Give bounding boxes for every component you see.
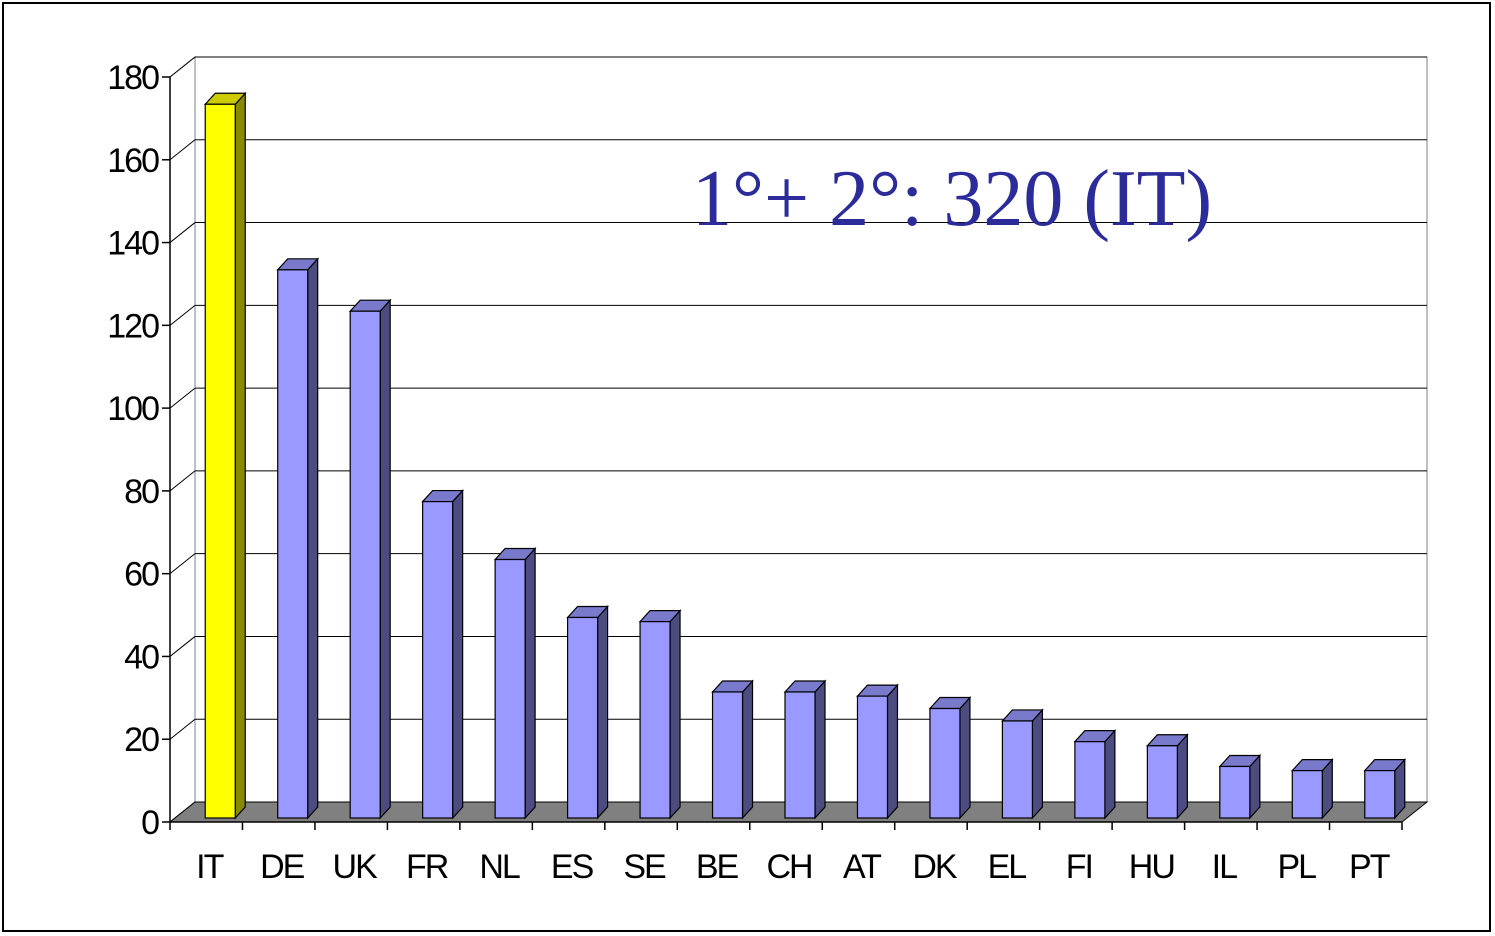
bar-front <box>1291 770 1323 819</box>
bar-be <box>711 679 754 820</box>
y-tick-label: 40 <box>124 638 159 676</box>
bar-dk <box>928 695 972 820</box>
x-tick-label: CH <box>766 848 811 886</box>
bar-front <box>494 558 526 819</box>
bar-hu <box>1145 733 1189 820</box>
side-wall <box>169 55 196 824</box>
gridline-side <box>169 387 196 409</box>
x-tick-label: NL <box>479 848 520 886</box>
bar-front <box>1001 720 1034 819</box>
bar-de <box>276 257 320 820</box>
gridline-side <box>169 718 196 740</box>
bar-front <box>277 269 309 819</box>
x-tick-label: IT <box>196 848 223 886</box>
bar-front <box>929 707 961 819</box>
x-tick-label: DE <box>260 848 305 886</box>
y-tick-label: 120 <box>107 307 159 345</box>
bar-el <box>1001 708 1044 820</box>
chart-walls <box>169 55 1428 824</box>
y-tick-label: 180 <box>107 59 159 97</box>
gridline-side <box>169 139 196 161</box>
back-wall <box>194 56 1428 803</box>
bars <box>203 91 1407 820</box>
bar-ch <box>783 679 827 820</box>
gridline-side <box>169 470 196 492</box>
x-tick-label: DK <box>912 848 958 886</box>
bar-fi <box>1073 729 1117 820</box>
bar-front <box>1219 765 1251 819</box>
bar-front <box>566 616 599 819</box>
bar-side <box>596 604 609 820</box>
bar-front <box>856 695 889 819</box>
x-tick-label: PT <box>1349 848 1390 886</box>
bar-uk <box>348 298 392 820</box>
y-tick-label: 160 <box>107 142 159 180</box>
y-axis: 0 20 40 60 80 100 120 140 160 180 <box>107 59 171 842</box>
x-tick-label: ES <box>551 848 594 886</box>
x-tick-label: FR <box>406 848 448 886</box>
gridline-side <box>169 553 196 575</box>
bar-side <box>814 679 826 820</box>
x-tick-label: PL <box>1277 848 1316 886</box>
bar-front <box>784 691 816 819</box>
bar-front <box>711 691 744 819</box>
bar-side <box>379 298 391 820</box>
bar-front <box>422 500 454 819</box>
bar-front <box>204 103 236 819</box>
bar-side <box>307 257 319 820</box>
bar-pl <box>1290 758 1334 820</box>
x-tick-label: HU <box>1129 848 1174 886</box>
y-tick-label: 20 <box>124 721 159 759</box>
bar-side <box>524 546 536 820</box>
gridline-side <box>169 636 196 657</box>
bar-front <box>1146 745 1178 819</box>
bar-il <box>1218 753 1262 820</box>
bar-front <box>639 621 671 819</box>
gridline-side <box>169 222 196 243</box>
bar-es <box>566 604 609 820</box>
x-tick-label: UK <box>333 848 379 886</box>
y-tick-label: 60 <box>124 556 159 594</box>
y-tick-label: 0 <box>141 804 159 842</box>
gridline-side <box>169 304 196 326</box>
bar-front <box>1364 770 1396 819</box>
bar-side <box>886 683 899 820</box>
x-tick-label: EL <box>988 848 1027 886</box>
bar-side <box>452 489 464 820</box>
x-tick-label: AT <box>843 848 881 886</box>
bar-fr <box>421 489 465 820</box>
x-tick-label: IL <box>1212 848 1237 886</box>
bar-se <box>638 609 682 820</box>
x-tick-label: SE <box>623 848 666 886</box>
chart-annotation: 1°+ 2°: 320 (IT) <box>692 155 1212 243</box>
bar-nl <box>493 546 537 820</box>
y-tick-label: 80 <box>124 473 159 511</box>
y-tick-label: 140 <box>107 225 159 263</box>
bar-side <box>959 695 971 820</box>
x-axis: IT DE UK FR NL ES SE BE CH AT DK EL FI HU IL PL PT <box>169 821 1403 886</box>
y-tick-label: 100 <box>107 390 159 428</box>
bar-front <box>349 310 381 819</box>
bar-pt <box>1363 758 1407 820</box>
gridline-side <box>169 56 196 78</box>
bar-side <box>1104 729 1116 820</box>
bar-it <box>203 91 247 820</box>
x-tick-label: FI <box>1066 848 1092 886</box>
bar-side <box>1176 733 1188 820</box>
bar-side <box>234 91 246 820</box>
x-tick-label: BE <box>696 848 739 886</box>
bar-side <box>741 679 754 820</box>
bar-side <box>669 609 681 820</box>
bar-at <box>856 683 899 820</box>
bar-front <box>1074 741 1106 819</box>
bar-side <box>1031 708 1044 820</box>
